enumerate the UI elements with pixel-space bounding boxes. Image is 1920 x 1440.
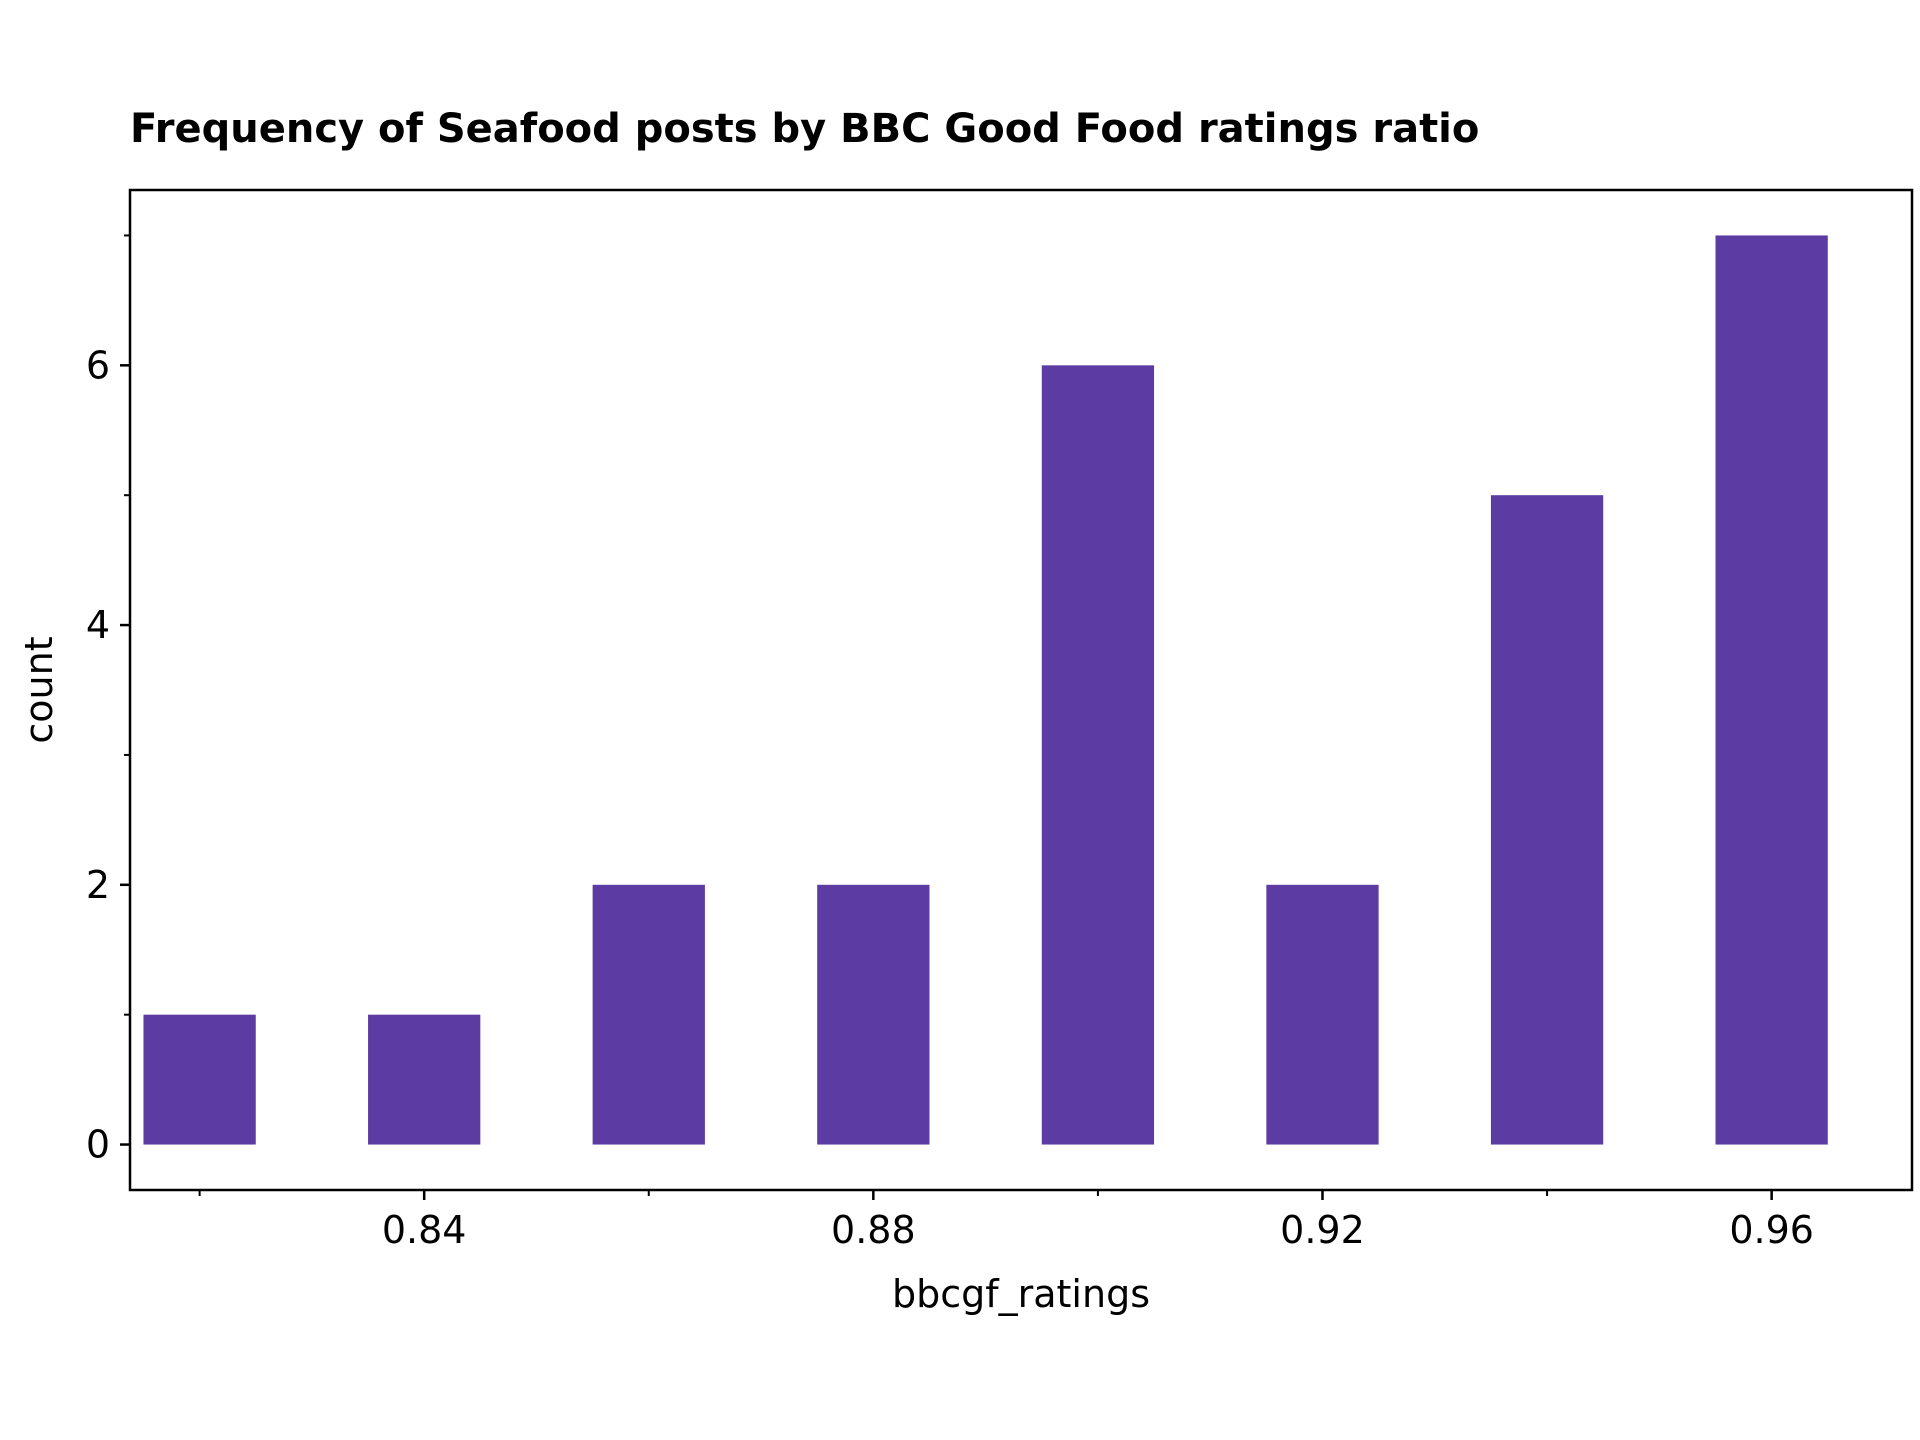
- bar: [143, 1014, 256, 1145]
- bar: [1041, 365, 1155, 1145]
- y-tick-label: 6: [86, 343, 110, 387]
- bars-group: [143, 235, 1828, 1145]
- y-tick-label: 2: [86, 863, 110, 907]
- chart-title: Frequency of Seafood posts by BBC Good F…: [130, 106, 1479, 152]
- y-axis-label: count: [17, 636, 61, 743]
- x-axis-ticks: 0.84 0.88 0.92 0.96: [198, 1190, 1814, 1252]
- x-tick-label: 0.92: [1280, 1208, 1365, 1252]
- bar: [1715, 235, 1828, 1145]
- plot-frame: [128, 188, 1914, 1192]
- y-axis-ticks: 0 2 4 6: [86, 234, 130, 1167]
- bar: [817, 884, 930, 1145]
- bar: [1266, 884, 1379, 1145]
- x-tick-label: 0.96: [1729, 1208, 1814, 1252]
- bar: [592, 884, 705, 1145]
- x-axis-label: bbcgf_ratings: [892, 1272, 1150, 1316]
- bar: [368, 1014, 481, 1145]
- x-tick-label: 0.88: [831, 1208, 916, 1252]
- x-tick-label: 0.84: [382, 1208, 467, 1252]
- y-tick-label: 4: [86, 603, 110, 647]
- bar: [1490, 495, 1604, 1145]
- y-tick-label: 0: [86, 1123, 110, 1167]
